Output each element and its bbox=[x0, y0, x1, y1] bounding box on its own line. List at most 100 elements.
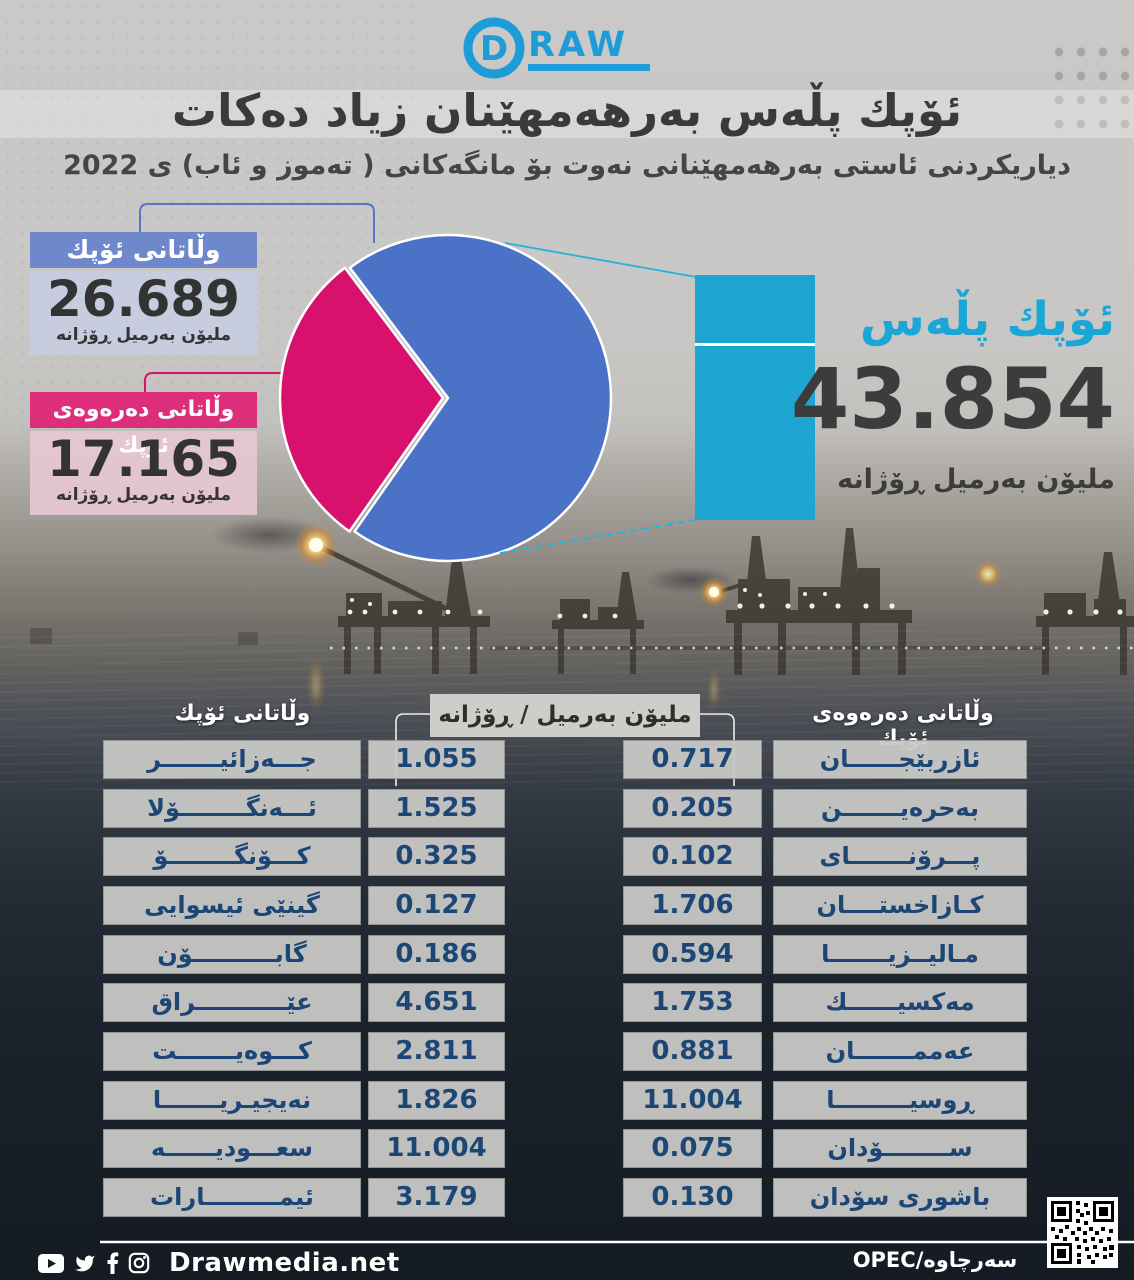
non-opec-callout-label: وڵاتانی دەرەوەی ئۆپك bbox=[30, 392, 257, 458]
value-cell: 0.075 bbox=[623, 1129, 762, 1169]
table-row: گابــــــــــۆن 0.186 bbox=[103, 934, 505, 974]
opec-callout-label: وڵاتانی ئۆپك bbox=[30, 232, 257, 268]
table-row: نەیجیـریـــــــا 1.826 bbox=[103, 1080, 505, 1120]
table-row: 0.075 ســــــــۆدان bbox=[623, 1129, 1027, 1169]
footer: Drawmedia.net bbox=[38, 1247, 400, 1279]
website-link[interactable]: Drawmedia.net bbox=[169, 1248, 400, 1278]
table-row: كـــوەیـــــــت 2.811 bbox=[103, 1031, 505, 1071]
country-cell: كـــۆنگــــــــۆ bbox=[103, 837, 361, 877]
country-cell: بەحرەیـــــــن bbox=[773, 788, 1027, 828]
country-cell: كـازاخستــــان bbox=[773, 885, 1027, 925]
value-cell: 11.004 bbox=[368, 1129, 505, 1169]
table-row: 1.706 كـازاخستــــان bbox=[623, 885, 1027, 925]
value-cell: 0.717 bbox=[623, 740, 762, 779]
unit-header: ملیۆن بەرمیل / ڕۆژانە bbox=[430, 694, 700, 737]
table-row: كـــۆنگــــــــۆ 0.325 bbox=[103, 837, 505, 877]
value-cell: 4.651 bbox=[368, 983, 505, 1023]
qr-code bbox=[1047, 1197, 1118, 1268]
table-row: 0.130 باشوری سۆدان bbox=[623, 1177, 1027, 1217]
country-cell: پـــرۆنـــــــای bbox=[773, 837, 1027, 877]
country-cell: ئازربێجــــــان bbox=[773, 740, 1027, 779]
table-row: جـــەزائیـــــــر 1.055 bbox=[103, 740, 505, 779]
total-bar-divider bbox=[695, 343, 815, 346]
country-cell: ئیمـــــــــارات bbox=[103, 1177, 361, 1217]
table-row: 0.102 پـــرۆنـــــــای bbox=[623, 837, 1027, 877]
page-title: ئۆپك پڵەس بەرهەمهێنان زیاد دەكات bbox=[171, 84, 963, 137]
opec-unit: ملیۆن بەرمیل ڕۆژانە bbox=[56, 325, 231, 345]
opec-value: 26.689 bbox=[47, 270, 240, 328]
draw-logo: D RAW bbox=[462, 12, 672, 84]
opec-callout-box: 26.689 ملیۆن بەرمیل ڕۆژانە bbox=[30, 271, 257, 355]
value-cell: 0.325 bbox=[368, 837, 505, 877]
table-row: ئیمـــــــــارات 3.179 bbox=[103, 1177, 505, 1217]
value-cell: 0.127 bbox=[368, 885, 505, 925]
table-row: عێـــــــــــراق 4.651 bbox=[103, 983, 505, 1023]
table-row: ئـــەنگــــــــۆلا 1.525 bbox=[103, 788, 505, 828]
table-row: 0.205 بەحرەیـــــــن bbox=[623, 788, 1027, 828]
opec-table-header: وڵاتانی ئۆپك bbox=[174, 701, 311, 726]
dot-texture-topleft bbox=[0, 0, 420, 430]
non-opec-callout: وڵاتانی دەرەوەی ئۆپك 17.165 ملیۆن بەرمیل… bbox=[30, 392, 257, 515]
facebook-icon[interactable] bbox=[106, 1252, 119, 1274]
non-opec-value: 17.165 bbox=[47, 430, 240, 488]
page-subtitle: دیاریكردنی ئاستی بەرهەمهێنانی نەوت بۆ ما… bbox=[63, 150, 1071, 181]
country-cell: گینێی ئیسوایی bbox=[103, 885, 361, 925]
country-cell: ڕوسیـــــــــا bbox=[773, 1080, 1027, 1120]
country-cell: مـالیــزیـــــــا bbox=[773, 934, 1027, 974]
total-label: ئۆپك پڵەس bbox=[859, 292, 1115, 347]
country-cell: عەممـــــــان bbox=[773, 1031, 1027, 1071]
value-cell: 3.179 bbox=[368, 1177, 505, 1217]
value-cell: 1.525 bbox=[368, 788, 505, 828]
table-row: سعـــودیــــــە 11.004 bbox=[103, 1129, 505, 1169]
table-row: 0.881 عەممـــــــان bbox=[623, 1031, 1027, 1071]
logo-underline bbox=[528, 64, 650, 71]
source-credit: سەرچاوە/OPEC bbox=[852, 1248, 1018, 1272]
value-cell: 2.811 bbox=[368, 1031, 505, 1071]
opec-table: جـــەزائیـــــــر 1.055 ئـــەنگــــــــۆلا… bbox=[103, 740, 505, 1217]
table-row: 0.594 مـالیــزیـــــــا bbox=[623, 934, 1027, 974]
value-cell: 11.004 bbox=[623, 1080, 762, 1120]
callout-line-top bbox=[504, 242, 697, 278]
value-cell: 0.881 bbox=[623, 1031, 762, 1071]
country-cell: مەكسیــــــك bbox=[773, 983, 1027, 1023]
value-cell: 0.186 bbox=[368, 934, 505, 974]
country-cell: سعـــودیــــــە bbox=[103, 1129, 361, 1169]
value-cell: 1.826 bbox=[368, 1080, 505, 1120]
oil-platforms-photo bbox=[30, 517, 1134, 713]
non-opec-callout-box: 17.165 ملیۆن بەرمیل ڕۆژانە bbox=[30, 431, 257, 515]
title-highlight-band bbox=[0, 90, 1134, 138]
logo-d: D bbox=[480, 29, 508, 69]
country-cell: باشوری سۆدان bbox=[773, 1177, 1027, 1217]
value-cell: 0.130 bbox=[623, 1177, 762, 1217]
country-cell: جـــەزائیـــــــر bbox=[103, 740, 361, 779]
value-cell: 1.753 bbox=[623, 983, 762, 1023]
country-cell: گابــــــــــۆن bbox=[103, 934, 361, 974]
table-row: 1.753 مەكسیــــــك bbox=[623, 983, 1027, 1023]
youtube-icon[interactable] bbox=[38, 1253, 64, 1273]
non-opec-unit: ملیۆن بەرمیل ڕۆژانە bbox=[56, 485, 231, 505]
value-cell: 0.594 bbox=[623, 934, 762, 974]
country-cell: نەیجیـریـــــــا bbox=[103, 1080, 361, 1120]
table-row: 0.717 ئازربێجــــــان bbox=[623, 740, 1027, 779]
table-row: گینێی ئیسوایی 0.127 bbox=[103, 885, 505, 925]
dot-grid-decoration bbox=[1048, 40, 1134, 138]
non-opec-table: 0.717 ئازربێجــــــان 0.205 بەحرەیـــــــن 0… bbox=[623, 740, 1027, 1217]
value-cell: 0.205 bbox=[623, 788, 762, 828]
total-bar bbox=[695, 275, 815, 520]
country-cell: ئـــەنگــــــــۆلا bbox=[103, 788, 361, 828]
country-cell: كـــوەیـــــــت bbox=[103, 1031, 361, 1071]
total-unit: ملیۆن بەرمیل ڕۆژانە bbox=[837, 464, 1115, 495]
opec-callout: وڵاتانی ئۆپك 26.689 ملیۆن بەرمیل ڕۆژانە bbox=[30, 232, 257, 355]
table-row: 11.004 ڕوسیـــــــــا bbox=[623, 1080, 1027, 1120]
value-cell: 0.102 bbox=[623, 837, 762, 877]
value-cell: 1.706 bbox=[623, 885, 762, 925]
instagram-icon[interactable] bbox=[128, 1252, 150, 1274]
logo-raw: RAW bbox=[528, 25, 628, 65]
total-value: 43.854 bbox=[790, 350, 1115, 448]
value-cell: 1.055 bbox=[368, 740, 505, 779]
country-cell: عێـــــــــــراق bbox=[103, 983, 361, 1023]
country-cell: ســــــــۆدان bbox=[773, 1129, 1027, 1169]
logo-ring bbox=[463, 17, 525, 79]
twitter-icon[interactable] bbox=[73, 1253, 97, 1274]
